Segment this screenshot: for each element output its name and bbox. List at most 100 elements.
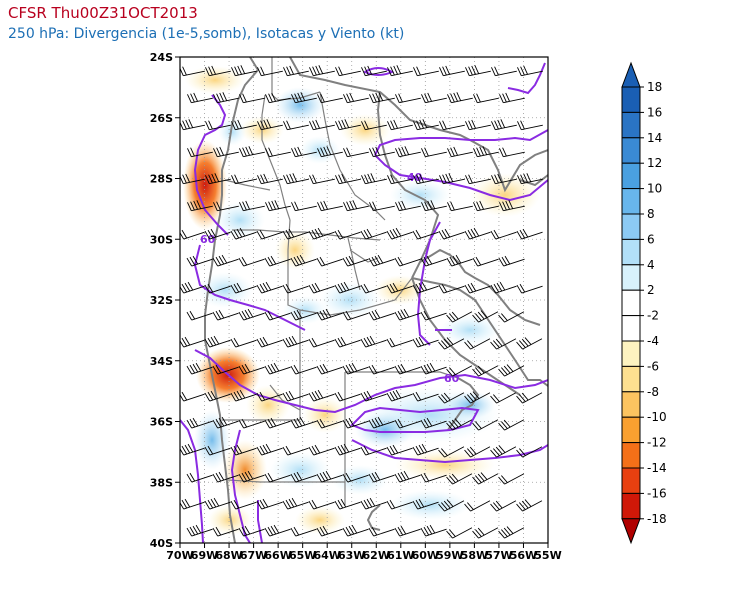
wind-barb xyxy=(421,147,447,158)
wind-barb xyxy=(308,499,335,510)
wind-barb xyxy=(334,336,361,348)
colorbar-swatch xyxy=(621,111,641,139)
colorbar-label: 6 xyxy=(647,232,655,246)
wind-barb xyxy=(464,446,491,458)
colorbar-swatch xyxy=(621,86,641,113)
wind-barb xyxy=(490,281,517,294)
lon-tick-label: 63W xyxy=(338,549,365,562)
wind-barb xyxy=(516,392,543,404)
isotach-labels: 40 60 60 xyxy=(200,171,460,385)
wind-barb xyxy=(212,416,239,429)
colorbar-label: -12 xyxy=(647,436,667,450)
lat-tick-label: 26S xyxy=(150,112,173,125)
wind-barb xyxy=(187,200,213,212)
colorbar-label: 2 xyxy=(647,283,655,297)
wind-barb xyxy=(180,229,205,240)
wind-barb xyxy=(360,445,387,456)
wind-barb xyxy=(291,146,317,158)
wind-barb xyxy=(334,443,361,456)
wind-barb xyxy=(368,309,395,321)
lon-tick-label: 68W xyxy=(215,549,242,562)
wind-barb xyxy=(213,201,239,212)
wind-barb xyxy=(308,337,335,348)
wind-barb xyxy=(490,392,517,404)
wind-barb xyxy=(290,309,317,321)
lon-tick-label: 60W xyxy=(412,549,439,562)
lon-tick-label: 58W xyxy=(461,549,488,562)
wind-barb xyxy=(290,471,317,483)
wind-barb xyxy=(230,389,257,402)
wind-barb xyxy=(180,173,205,185)
wind-barb xyxy=(439,173,465,185)
wind-barb xyxy=(204,335,231,348)
wind-barb xyxy=(316,308,343,321)
wind-barb xyxy=(282,497,309,510)
wind-barb xyxy=(394,525,421,537)
wind-barb xyxy=(265,92,291,104)
wind-barb xyxy=(413,173,439,185)
wind-barb xyxy=(517,120,543,131)
wind-barb xyxy=(368,471,395,483)
lat-tick-label: 28S xyxy=(150,173,173,186)
wind-barb xyxy=(369,92,395,104)
wind-barb xyxy=(386,337,413,348)
wind-barb xyxy=(230,444,257,456)
wind-barb xyxy=(212,309,239,321)
colorbar-swatch xyxy=(621,289,641,317)
wind-barb xyxy=(439,120,465,131)
wind-barb xyxy=(282,335,309,348)
wind-barb xyxy=(446,418,473,431)
wind-barb xyxy=(238,525,265,537)
wind-barb xyxy=(282,390,309,402)
colorbar-label: -14 xyxy=(647,461,667,475)
wind-barb xyxy=(186,255,213,267)
wind-barb xyxy=(238,363,265,375)
wind-barb xyxy=(412,281,439,294)
wind-barb xyxy=(472,256,499,267)
wind-barb xyxy=(516,446,543,458)
isotach-label-60-north: 60 xyxy=(200,233,216,246)
wind-barb xyxy=(282,283,309,294)
wind-barb xyxy=(317,93,343,104)
colorbar-label: -8 xyxy=(647,385,659,399)
wind-barb xyxy=(186,472,213,483)
wind-barb xyxy=(516,283,543,294)
lon-tick-label: 65W xyxy=(289,549,316,562)
wind-barb xyxy=(360,497,387,510)
wind-barb xyxy=(386,227,413,240)
wind-barb xyxy=(180,281,205,294)
wind-barb xyxy=(335,119,361,131)
wind-barb xyxy=(438,499,465,512)
wind-barb xyxy=(256,336,283,348)
wind-barb xyxy=(316,525,343,537)
wind-barb xyxy=(212,526,239,537)
wind-barb xyxy=(231,174,257,185)
colorbar-swatch xyxy=(621,137,641,164)
wind-barb xyxy=(472,472,499,485)
wind-barb xyxy=(309,119,335,131)
wind-barb xyxy=(490,500,517,512)
lat-tick-label: 34S xyxy=(150,355,173,368)
wind-barb xyxy=(335,173,361,185)
colorbar-swatch xyxy=(621,416,641,444)
colorbar: 18 16 14 12 10 8 6 4 2 -2 -4 -6 -8 -10 -12 -14 -16 -18 xyxy=(621,61,667,545)
lon-tick-label: 64W xyxy=(313,549,340,562)
wind-barb xyxy=(447,201,473,212)
wind-barb xyxy=(395,146,421,158)
wind-barb xyxy=(187,147,213,158)
wind-barb xyxy=(316,256,343,267)
wind-barb xyxy=(386,444,413,456)
wind-barb xyxy=(205,173,231,185)
wind-barb xyxy=(334,281,361,294)
wind-barb xyxy=(465,174,491,185)
wind-barb xyxy=(283,173,309,185)
wind-barb xyxy=(204,283,231,294)
wind-barb xyxy=(204,497,231,510)
wind-barb xyxy=(446,254,473,267)
wind-barb xyxy=(264,472,291,483)
wind-barb xyxy=(238,418,265,429)
wind-barb xyxy=(290,526,317,537)
lon-tick-label: 69W xyxy=(191,549,218,562)
wind-barbs xyxy=(180,65,543,539)
wind-barb xyxy=(516,337,543,350)
